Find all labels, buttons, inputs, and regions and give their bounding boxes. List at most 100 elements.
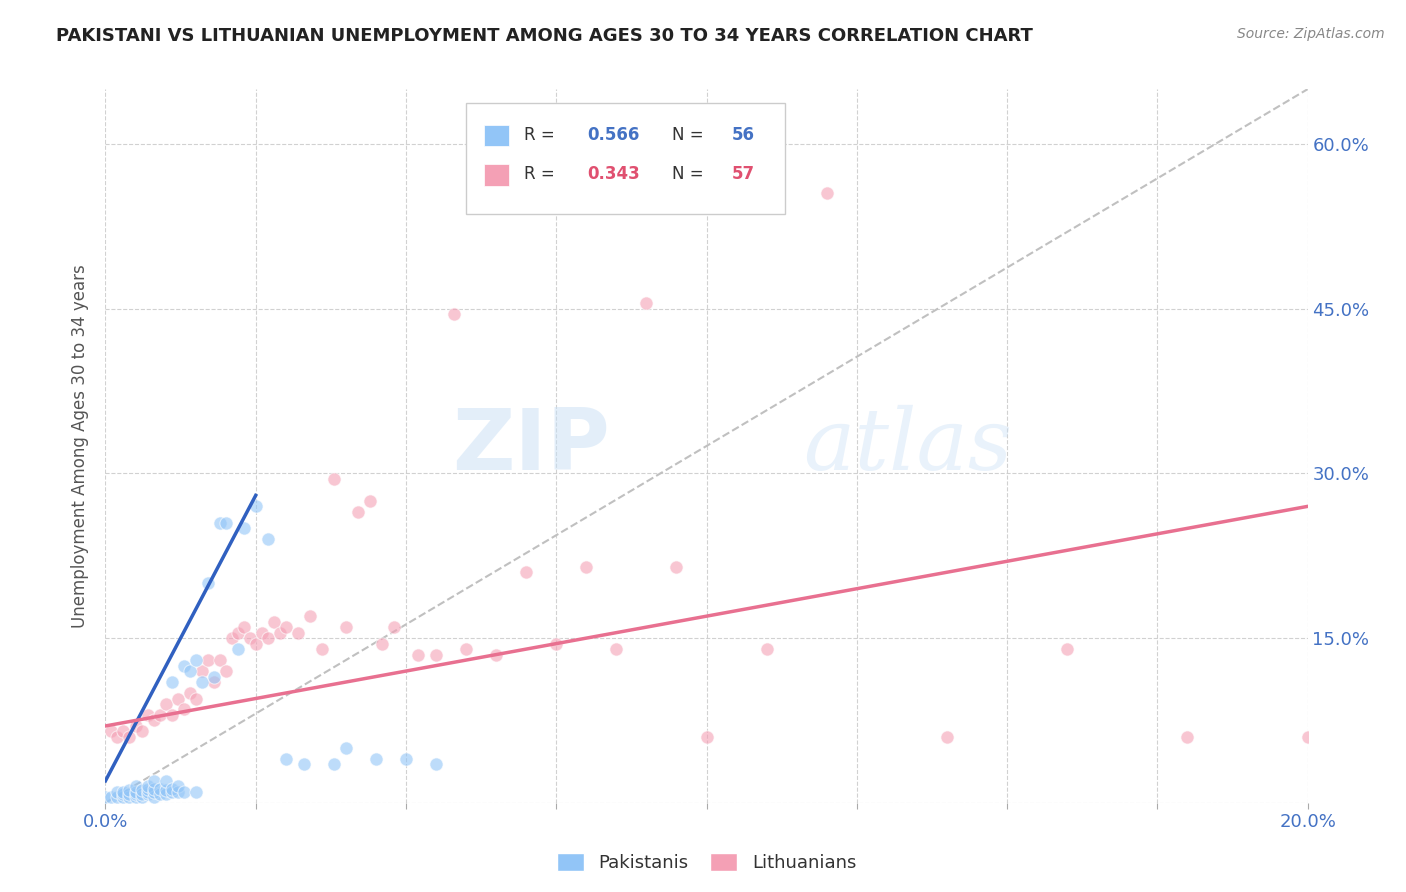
Point [485,648,508,662]
Point [160,708,183,723]
Y-axis label: Unemployment Among Ages 30 to 34 years: Unemployment Among Ages 30 to 34 years [72,264,90,628]
Point [636,296,658,310]
Point [142,790,165,805]
Point [179,664,201,678]
Text: Source: ZipAtlas.com: Source: ZipAtlas.com [1237,27,1385,41]
Point [160,785,183,799]
Point [124,785,146,799]
Point [118,782,141,797]
Point [173,702,195,716]
Point [160,781,183,796]
Point [256,631,278,645]
Point [696,730,718,744]
Point [287,625,309,640]
Point [131,787,153,801]
Point [124,790,146,805]
Point [202,669,225,683]
Text: 0.343: 0.343 [588,165,640,183]
Point [184,785,207,799]
Point [245,500,267,514]
Point [100,724,122,739]
Point [142,785,165,799]
FancyBboxPatch shape [484,164,509,186]
Point [131,724,153,739]
Point [197,576,219,591]
Point [755,642,778,657]
Point [221,631,243,645]
Point [1175,730,1198,744]
Point [406,648,429,662]
Point [214,516,236,530]
Point [148,708,170,723]
Point [166,780,188,794]
Point [232,521,254,535]
Point [148,781,170,796]
Point [274,752,297,766]
Text: R =: R = [524,126,560,144]
Point [112,790,135,805]
Point [179,686,201,700]
Point [359,494,381,508]
Point [166,785,188,799]
Point [263,615,285,629]
Point [173,785,195,799]
Legend: Pakistanis, Lithuanians: Pakistanis, Lithuanians [550,846,863,880]
Point [936,730,959,744]
Point [226,625,249,640]
Text: N =: N = [672,126,709,144]
Point [100,790,122,805]
Point [546,637,568,651]
Point [239,631,262,645]
Point [425,757,447,772]
Point [136,708,159,723]
Point [371,637,394,651]
Point [124,780,146,794]
Point [136,787,159,801]
Point [124,719,146,733]
Point [232,620,254,634]
Point [131,790,153,805]
Point [515,566,537,580]
Point [155,697,177,711]
Point [107,785,129,799]
Point [142,714,165,728]
Point [347,505,370,519]
Point [160,675,183,690]
Point [184,653,207,667]
Point [142,781,165,796]
Point [443,307,465,321]
Point [112,724,135,739]
Point [274,620,297,634]
Point [214,664,236,678]
Point [335,740,357,755]
Point [335,620,357,634]
Point [131,782,153,797]
Text: atlas: atlas [803,405,1012,487]
Point [292,757,315,772]
Point [322,472,344,486]
Point [454,642,477,657]
Point [208,516,231,530]
Point [155,787,177,801]
Text: ZIP: ZIP [453,404,610,488]
Point [107,730,129,744]
Point [815,186,838,201]
Point [184,691,207,706]
Text: R =: R = [524,165,560,183]
Point [226,642,249,657]
Text: N =: N = [672,165,709,183]
Point [148,787,170,801]
FancyBboxPatch shape [484,125,509,146]
Point [256,533,278,547]
Point [107,790,129,805]
Point [364,752,387,766]
Text: 56: 56 [731,126,755,144]
Point [94,790,117,805]
Text: 0.566: 0.566 [588,126,640,144]
Point [425,648,447,662]
Point [112,787,135,801]
Point [197,653,219,667]
Point [118,787,141,801]
Point [245,637,267,651]
Point [575,559,598,574]
